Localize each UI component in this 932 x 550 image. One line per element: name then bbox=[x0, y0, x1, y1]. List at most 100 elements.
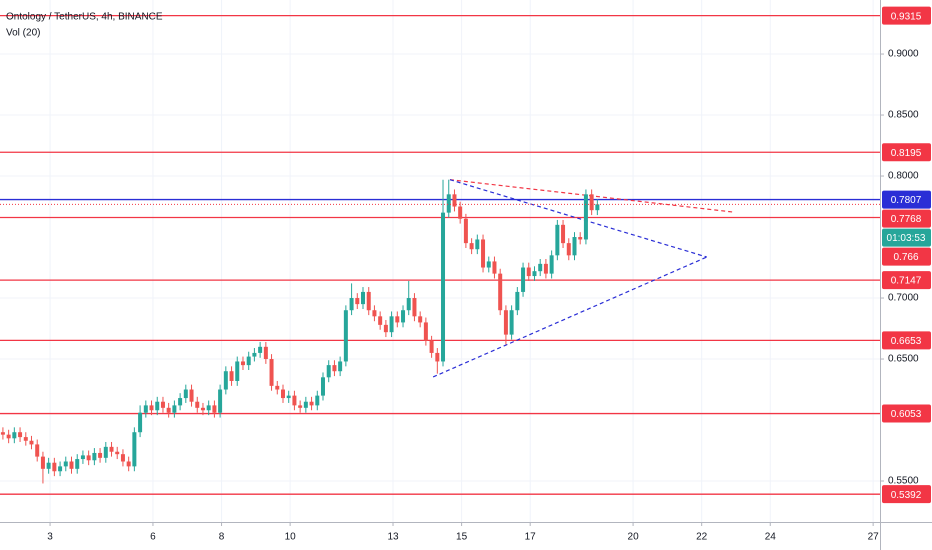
current-price-label: 0.7768 bbox=[891, 214, 922, 225]
candle-body bbox=[143, 405, 148, 413]
candle-body bbox=[115, 451, 120, 455]
candle-body bbox=[532, 271, 537, 277]
y-tick-label: 0.8500 bbox=[888, 110, 919, 121]
candle-body bbox=[40, 456, 45, 469]
level-label: 0.766 bbox=[893, 252, 918, 263]
candle-body bbox=[183, 389, 188, 399]
candle-body bbox=[475, 239, 480, 250]
candle-body bbox=[46, 462, 51, 469]
candle-body bbox=[298, 405, 303, 408]
level-label-box bbox=[882, 271, 931, 290]
candle-body bbox=[58, 466, 63, 472]
level-label: 0.9315 bbox=[891, 11, 922, 22]
level-label: 0.6053 bbox=[891, 409, 922, 420]
level-label-box bbox=[882, 404, 931, 423]
candle-body bbox=[435, 352, 440, 362]
x-tick-label: 6 bbox=[150, 532, 156, 543]
x-tick-label: 8 bbox=[219, 532, 225, 543]
candle-body bbox=[275, 385, 280, 390]
candle-body bbox=[566, 243, 571, 256]
candle-body bbox=[509, 310, 514, 335]
candle-body bbox=[595, 204, 600, 211]
candle-body bbox=[178, 398, 183, 406]
candle-body bbox=[486, 261, 491, 268]
candle-body bbox=[452, 194, 457, 207]
candle-body bbox=[555, 224, 560, 256]
level-label-box bbox=[882, 6, 931, 25]
candle-body bbox=[463, 218, 468, 244]
countdown-label: 01:03:53 bbox=[887, 233, 926, 244]
candle-body bbox=[378, 316, 383, 325]
candle-body bbox=[446, 194, 451, 213]
current-price-label-box bbox=[882, 209, 931, 228]
candle-body bbox=[355, 298, 360, 305]
level-label: 0.6653 bbox=[891, 336, 922, 347]
candle-body bbox=[160, 401, 165, 408]
x-tick-label: 10 bbox=[285, 532, 297, 543]
level-label-box bbox=[882, 143, 931, 162]
candle-body bbox=[349, 298, 354, 311]
candle-body bbox=[235, 361, 240, 381]
candle-body bbox=[195, 401, 200, 408]
candle-body bbox=[80, 455, 85, 460]
candle-body bbox=[389, 316, 394, 333]
candle-body bbox=[18, 432, 23, 438]
level-label-box bbox=[882, 190, 931, 209]
candle-body bbox=[286, 395, 291, 399]
candle-body bbox=[155, 401, 160, 411]
candle-body bbox=[343, 310, 348, 362]
candle-body bbox=[189, 389, 194, 402]
candle-body bbox=[481, 239, 486, 268]
candle-body bbox=[92, 452, 97, 461]
y-tick-label: 0.9000 bbox=[888, 49, 919, 60]
volume-legend: Vol (20) bbox=[6, 28, 40, 39]
x-tick-label: 17 bbox=[525, 532, 537, 543]
candle-body bbox=[12, 432, 17, 439]
candle-body bbox=[320, 377, 325, 396]
chart-title: Ontology / TetherUS, 4h, BINANCE bbox=[6, 12, 163, 23]
level-label-box bbox=[882, 331, 931, 350]
price-labels: 0.9315 0.8195 0.7807 0.7768 01:03:53 0.766 0.7… bbox=[882, 6, 931, 504]
level-label-box bbox=[882, 247, 931, 266]
candle-body bbox=[246, 356, 251, 366]
y-tick-label: 0.8000 bbox=[888, 171, 919, 182]
candle-body bbox=[498, 273, 503, 311]
x-tick-label: 15 bbox=[456, 532, 468, 543]
trend-line bbox=[449, 179, 707, 258]
x-tick-label: 20 bbox=[628, 532, 640, 543]
candle-body bbox=[23, 437, 28, 441]
candle-body bbox=[303, 401, 308, 408]
y-tick-label: 0.7000 bbox=[888, 293, 919, 304]
level-label: 0.8195 bbox=[891, 148, 922, 159]
candle-body bbox=[578, 237, 583, 240]
candle-body bbox=[240, 361, 245, 366]
candle-body bbox=[172, 405, 177, 413]
x-tick-label: 3 bbox=[47, 532, 53, 543]
candle-body bbox=[583, 194, 588, 240]
candle-body bbox=[29, 440, 34, 445]
candle-body bbox=[418, 316, 423, 323]
candle-body bbox=[75, 459, 80, 469]
candle-body bbox=[309, 401, 314, 406]
candle-body bbox=[126, 461, 131, 467]
candle-body bbox=[218, 389, 223, 413]
candle-body bbox=[326, 365, 331, 378]
candle-body bbox=[383, 324, 388, 333]
candle-body bbox=[423, 322, 428, 341]
candle-body bbox=[589, 194, 594, 211]
candle-body bbox=[0, 432, 5, 435]
candle-body bbox=[538, 263, 543, 272]
x-tick-label: 24 bbox=[765, 532, 777, 543]
candle-body bbox=[429, 340, 434, 353]
candle-body bbox=[63, 461, 68, 467]
candle-body bbox=[103, 446, 108, 458]
level-label: 0.7807 bbox=[891, 195, 922, 206]
candle-body bbox=[315, 395, 320, 406]
candle-body bbox=[372, 310, 377, 317]
countdown-label-box bbox=[882, 228, 931, 247]
y-tick-label: 0.5500 bbox=[888, 476, 919, 487]
x-tick-label: 22 bbox=[696, 532, 708, 543]
x-tick-label: 27 bbox=[868, 532, 880, 543]
